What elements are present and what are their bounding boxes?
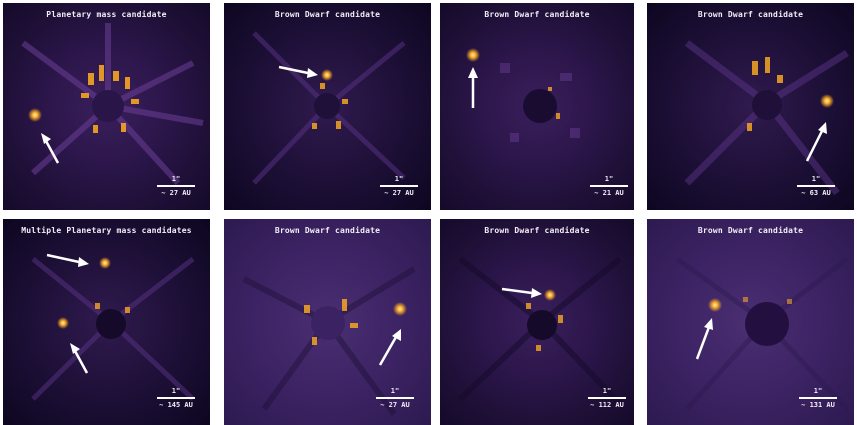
scale-bar-line [157, 397, 195, 399]
speckle-field [252, 31, 406, 185]
scale-bar: 1" ~ 63 AU [795, 175, 837, 198]
scale-arcsec-label: 1" [171, 175, 181, 183]
coronagraph-mask-icon [314, 93, 340, 119]
arrow-icon [695, 318, 713, 360]
speckle-field [466, 48, 580, 142]
panel-title: Brown Dwarf candidate [484, 226, 590, 235]
coronagraph-mask-icon [527, 310, 557, 340]
image-panel-1: Planetary mass candidate 1" ~ 27 AU [3, 3, 210, 210]
scale-bar: 1" ~ 27 AU [374, 387, 416, 410]
scale-bar: 1" ~ 27 AU [378, 175, 420, 198]
companion-source-icon [57, 317, 69, 329]
image-panel-2: Brown Dwarf candidate 1" ~ 27 AU [224, 3, 431, 210]
companion-source-icon [708, 298, 722, 312]
companion-source-icon [28, 108, 42, 122]
arrow-icon [378, 329, 401, 366]
image-panel-4: Brown Dwarf candidate 1" ~ 63 AU [647, 3, 854, 210]
scale-au-label: ~ 27 AU [384, 189, 414, 197]
scale-bar-line [797, 185, 835, 187]
scale-bar-line [380, 185, 418, 187]
scale-bar-line [590, 185, 628, 187]
speckle-field [675, 256, 849, 411]
scale-arcsec-label: 1" [602, 387, 612, 395]
scale-bar: 1" ~ 131 AU [797, 387, 839, 410]
coronagraph-mask-icon [752, 90, 782, 120]
speckle-field [457, 256, 623, 407]
panel-title: Multiple Planetary mass candidates [21, 226, 192, 235]
companion-source-icon [99, 257, 111, 269]
coronagraph-mask-icon [523, 89, 557, 123]
companion-source-icon [466, 48, 480, 62]
speckle-field [31, 253, 195, 401]
scale-au-label: ~ 131 AU [801, 401, 835, 409]
arrow-icon [278, 65, 318, 78]
speckle-field [242, 266, 416, 416]
speckle-field [684, 40, 849, 196]
scale-au-label: ~ 27 AU [161, 189, 191, 197]
coronagraph-mask-icon [96, 309, 126, 339]
scale-arcsec-label: 1" [811, 175, 821, 183]
scale-bar: 1" ~ 27 AU [155, 175, 197, 198]
image-panel-8: Brown Dwarf candidate 1" ~ 131 AU [647, 219, 854, 425]
scale-bar-line [799, 397, 837, 399]
scale-arcsec-label: 1" [604, 175, 614, 183]
panel-title: Brown Dwarf candidate [697, 10, 804, 19]
scale-bar-line [588, 397, 626, 399]
arrow-icon [501, 287, 542, 298]
panel-title: Brown Dwarf candidate [697, 226, 804, 235]
scale-arcsec-label: 1" [394, 175, 404, 183]
scale-au-label: ~ 21 AU [594, 189, 624, 197]
panel-title: Brown Dwarf candidate [274, 10, 381, 19]
scale-au-label: ~ 27 AU [380, 401, 410, 409]
image-panel-6: Brown Dwarf candidate 1" ~ 27 AU [224, 219, 431, 425]
panel-title: Planetary mass candidate [46, 10, 167, 19]
speckle-field [21, 23, 204, 186]
scale-bar: 1" ~ 112 AU [586, 387, 628, 410]
companion-source-icon [321, 69, 333, 81]
arrow-icon [46, 253, 89, 267]
panel-title: Brown Dwarf candidate [274, 226, 381, 235]
image-panel-7: Brown Dwarf candidate 1" ~ 112 AU [440, 219, 634, 425]
companion-source-icon [544, 289, 556, 301]
coronagraph-mask-icon [92, 90, 124, 122]
scale-au-label: ~ 63 AU [801, 189, 831, 197]
companion-source-icon [393, 302, 407, 316]
arrow-icon [468, 67, 478, 108]
scale-au-label: ~ 145 AU [159, 401, 193, 409]
arrow-icon [70, 343, 89, 374]
scale-bar: 1" ~ 21 AU [588, 175, 630, 198]
scale-arcsec-label: 1" [171, 387, 181, 395]
image-panel-5: Multiple Planetary mass candidates 1" ~ … [3, 219, 210, 425]
companion-source-icon [820, 94, 834, 108]
coronagraph-mask-icon [311, 306, 345, 340]
scale-bar: 1" ~ 145 AU [155, 387, 197, 410]
arrow-icon [41, 133, 60, 164]
coronagraph-mask-icon [745, 302, 789, 346]
scale-bar-line [376, 397, 414, 399]
panel-title: Brown Dwarf candidate [484, 10, 590, 19]
arrow-icon [805, 122, 827, 162]
scale-bar-line [157, 185, 195, 187]
image-panel-3: Brown Dwarf candidate 1" ~ 21 AU [440, 3, 634, 210]
scale-arcsec-label: 1" [390, 387, 400, 395]
scale-au-label: ~ 112 AU [590, 401, 624, 409]
scale-arcsec-label: 1" [813, 387, 823, 395]
